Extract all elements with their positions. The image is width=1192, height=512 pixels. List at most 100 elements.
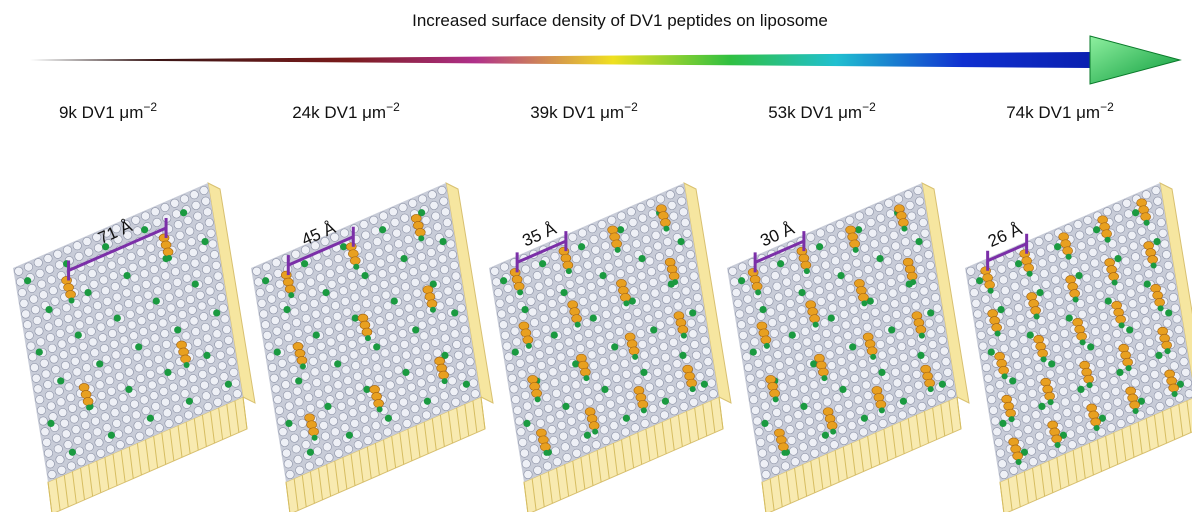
peptide-anchor [1086, 382, 1093, 389]
lipid-head [114, 303, 124, 313]
peptide-anchor [663, 225, 670, 232]
lipid-head [119, 335, 129, 345]
peptide [756, 321, 768, 331]
lipid-tail [694, 407, 700, 440]
lipid-tail [637, 432, 643, 465]
lipid-head [159, 260, 169, 270]
lipid-head [851, 384, 861, 394]
lipid-head [164, 292, 174, 302]
lipid-head [267, 363, 277, 373]
lipid-head [577, 228, 587, 238]
lipid-head [614, 326, 624, 336]
lipid-head [674, 243, 684, 253]
peptide [1104, 258, 1115, 267]
peptide-anchor [288, 292, 295, 299]
lipid-tail [1080, 446, 1086, 479]
lipid-head [115, 371, 125, 381]
lipid-head [574, 401, 584, 411]
lipid-head [544, 346, 554, 356]
lipid-tail [1113, 432, 1119, 465]
lipid-head [634, 318, 644, 328]
lipid-head [148, 254, 158, 264]
lipid-head [1112, 202, 1122, 212]
lipid-head [874, 202, 884, 212]
lipid-head [793, 410, 803, 420]
lipid-head [31, 373, 41, 383]
lipid-head [391, 354, 401, 364]
peptide-anchor [689, 386, 696, 393]
peptide [371, 392, 382, 401]
lipid-head [220, 314, 230, 324]
lipid-tail [580, 457, 586, 490]
lipid-head [584, 271, 594, 281]
lipid-head [549, 309, 559, 319]
green-lipid [135, 343, 143, 351]
peptide [915, 325, 927, 334]
lipid-head [898, 284, 908, 294]
lipid-head [559, 305, 569, 315]
lipid-tail [531, 478, 537, 511]
lipid-head [1084, 352, 1094, 362]
green-lipid [174, 326, 182, 334]
lipid-head [735, 309, 745, 319]
lipid-head [192, 269, 202, 279]
lipid-head [1165, 397, 1175, 407]
peptide [656, 204, 667, 213]
lipid-head [594, 393, 604, 403]
lipid-head [1051, 401, 1061, 411]
lipid-head [316, 341, 326, 351]
lipid-head [879, 235, 889, 245]
green-lipid [146, 414, 154, 422]
lipid-head [1077, 241, 1087, 251]
green-lipid [102, 243, 110, 251]
peptide [1012, 451, 1023, 461]
lipid-head [551, 320, 561, 330]
lipid-head [556, 352, 566, 362]
peptide-anchor [592, 428, 599, 435]
lipid-head [599, 425, 609, 435]
lipid-head [765, 365, 775, 375]
green-lipid [1038, 402, 1046, 410]
lipid-tail [472, 400, 478, 433]
lipid-head [109, 339, 119, 349]
peptide [996, 359, 1007, 368]
lipid-head [778, 382, 788, 392]
peptide [666, 264, 678, 274]
lipid-head [669, 211, 679, 221]
lipid-head [875, 271, 885, 281]
peptide [1062, 246, 1073, 256]
lipid-head [470, 389, 480, 399]
green-lipid [306, 448, 314, 456]
lipid-head [46, 401, 56, 411]
lipid-head [873, 260, 883, 270]
lipid-head [748, 326, 758, 336]
lipid-head [840, 378, 850, 388]
lipid-head [81, 420, 91, 430]
lipid-head [96, 322, 106, 332]
lipid-head [804, 416, 814, 426]
lipid-head [378, 211, 388, 221]
lipid-head [63, 313, 73, 323]
lipid-head [906, 337, 916, 347]
lipid-head [110, 281, 120, 291]
peptide [294, 349, 306, 358]
green-lipid [521, 306, 529, 314]
lipid-head [905, 395, 915, 405]
lipid-head [849, 305, 859, 315]
lipid-head [1006, 386, 1016, 396]
lipid-head [460, 393, 470, 403]
lipid-head [140, 269, 150, 279]
lipid-head [685, 250, 695, 260]
lipid-tail [1056, 457, 1062, 490]
lipid-head [451, 397, 461, 407]
lipid-head [465, 357, 475, 367]
lipid-head [980, 352, 990, 362]
peptide [924, 378, 935, 388]
peptide [1065, 275, 1076, 284]
density-text: 24k DV1 μm [292, 103, 386, 122]
green-lipid [418, 209, 426, 217]
lipid-head [927, 271, 937, 281]
lipid-head [303, 324, 313, 334]
lipid-head [467, 367, 477, 377]
lipid-head [377, 269, 387, 279]
